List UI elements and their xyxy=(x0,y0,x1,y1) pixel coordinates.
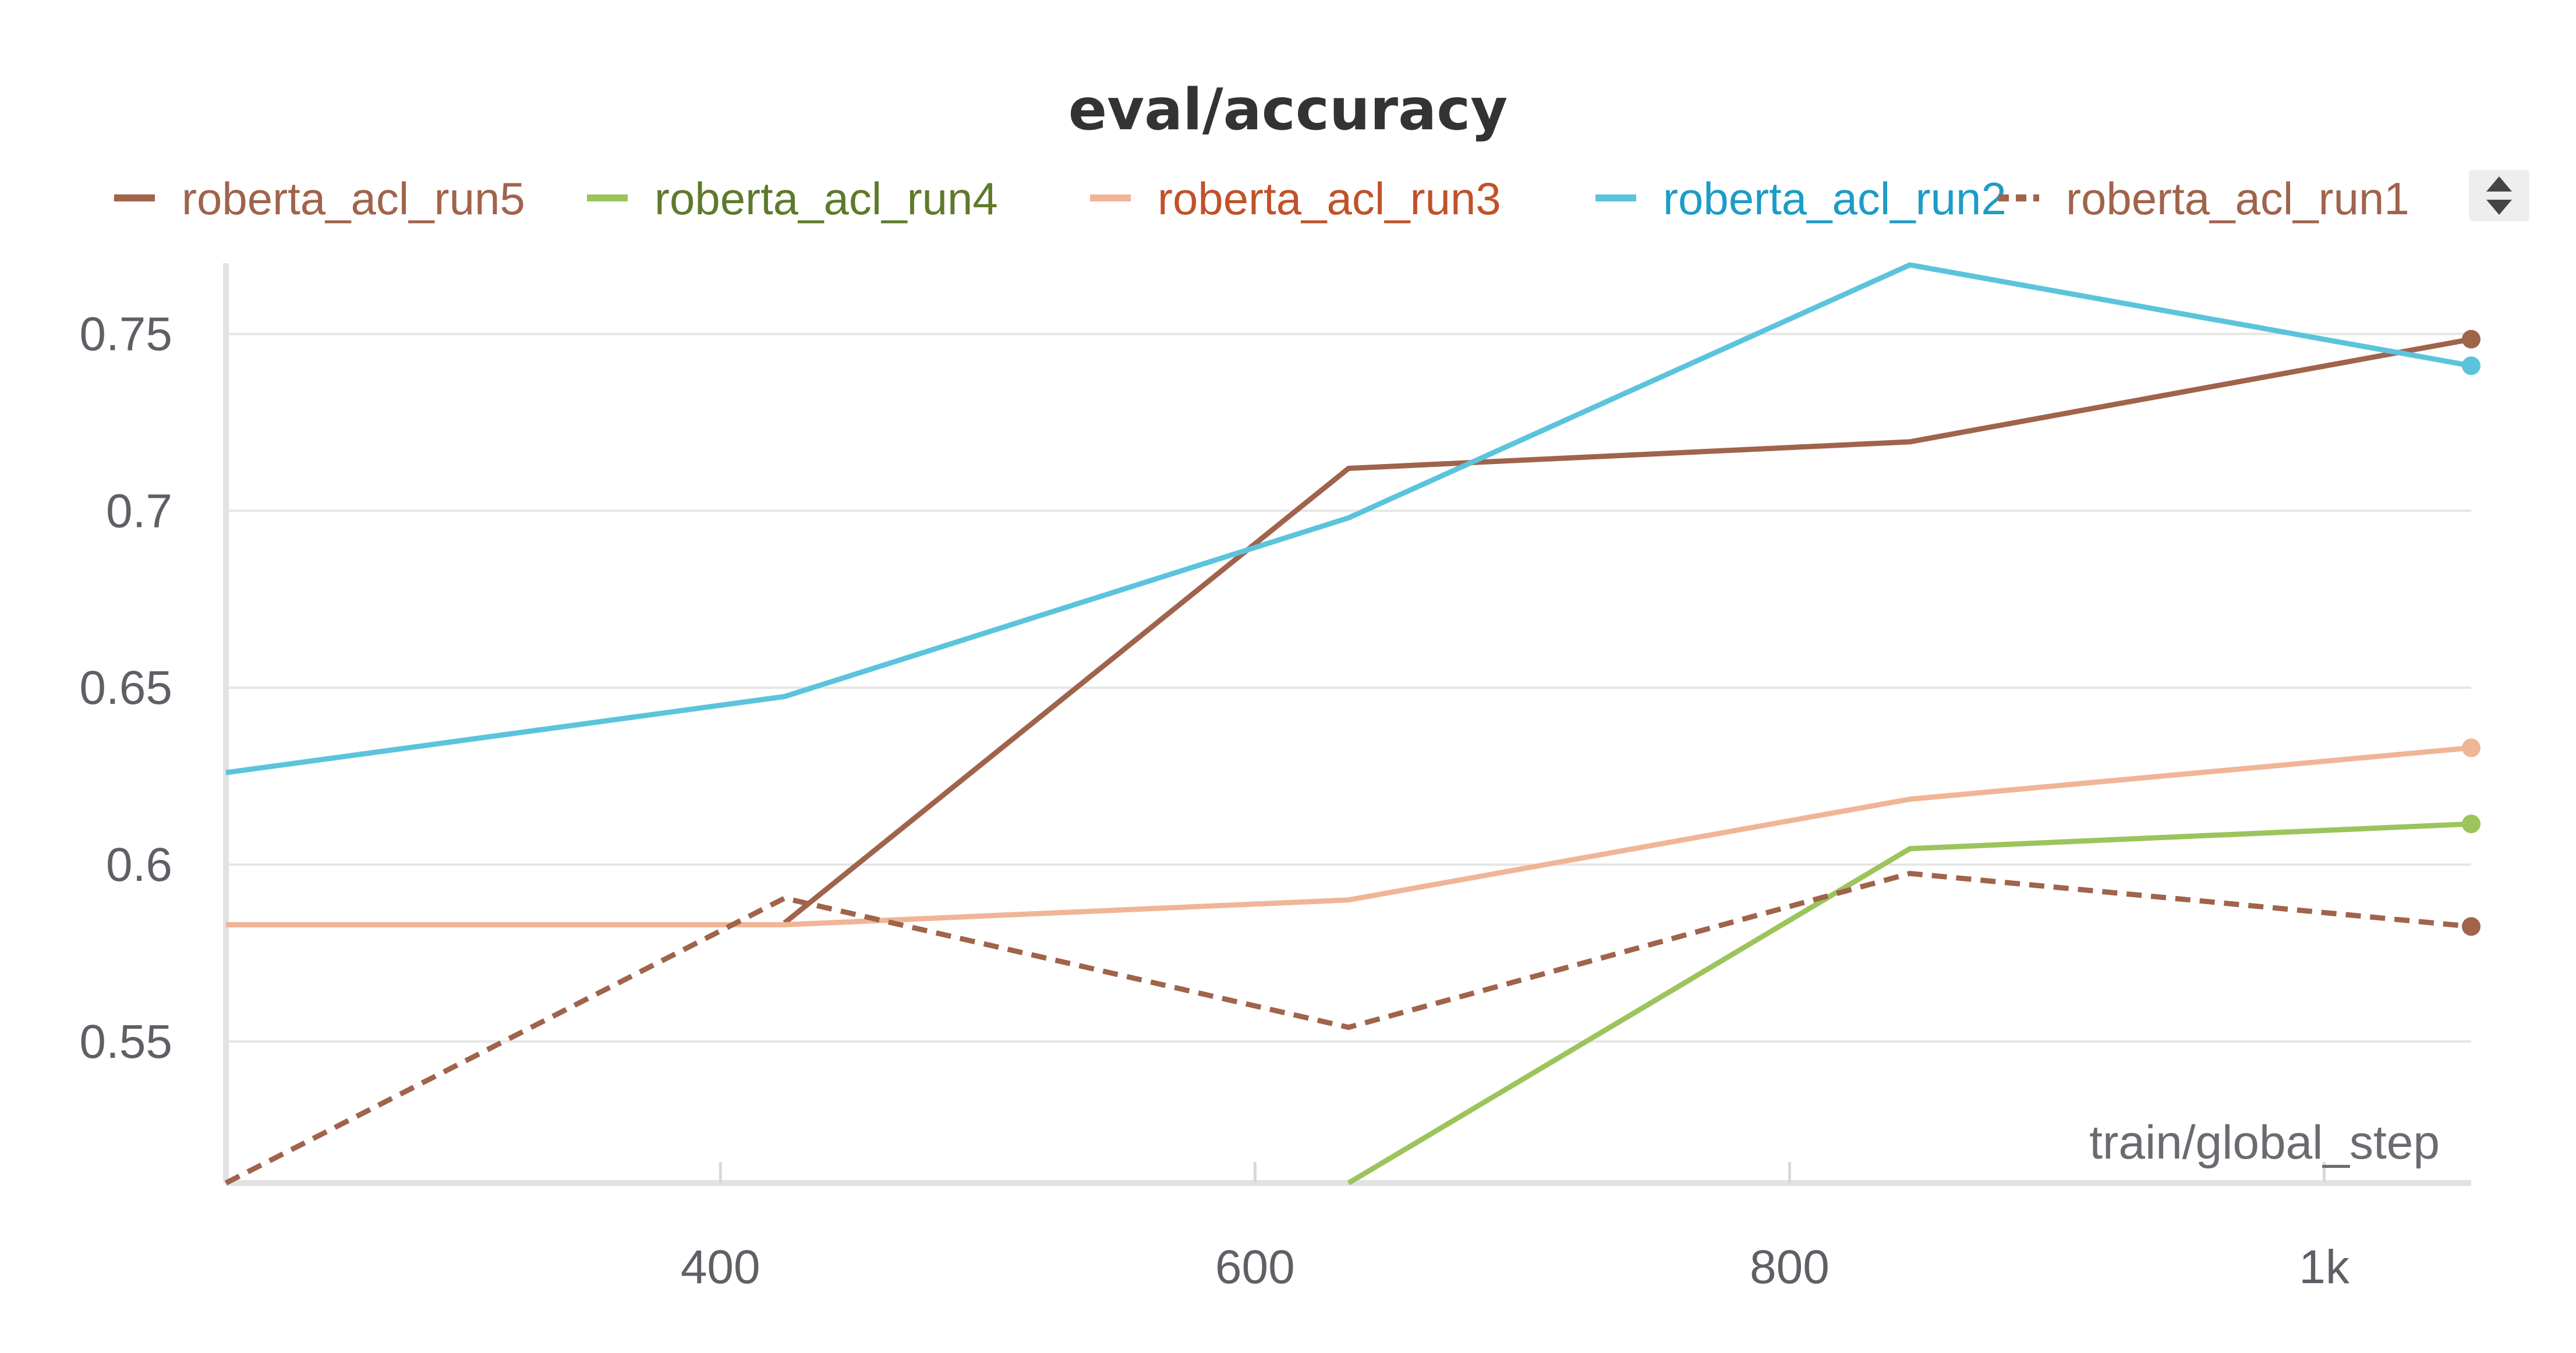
x-axis-label: train/global_step xyxy=(2089,1116,2440,1169)
legend-label: roberta_acl_run3 xyxy=(1158,173,1501,224)
series-line-roberta_acl_run2 xyxy=(225,262,2472,775)
series-line-roberta_acl_run1 xyxy=(224,870,2472,1186)
y-tick-label: 0.7 xyxy=(106,484,172,537)
series-line-roberta_acl_run5 xyxy=(783,337,2472,925)
series-line-roberta_acl_run3 xyxy=(226,745,2472,927)
legend-label: roberta_acl_run2 xyxy=(1663,173,2007,224)
legend: roberta_acl_run5 roberta_acl_run4 roberta_… xyxy=(114,173,2409,224)
y-tick-label: 0.65 xyxy=(79,661,172,714)
chart-title: eval/accuracy xyxy=(1068,77,1508,143)
x-tick-label: 800 xyxy=(1750,1241,1830,1294)
legend-scroll-background[interactable] xyxy=(2469,170,2529,221)
y-tick-label: 0.55 xyxy=(79,1015,172,1068)
y-ticks: 0.55 0.6 0.65 0.7 0.75 xyxy=(79,308,172,1068)
gridlines xyxy=(226,332,2471,1043)
series-line-roberta_acl_run4 xyxy=(1347,821,2472,1185)
plot-area xyxy=(224,262,2481,1186)
legend-label: roberta_acl_run4 xyxy=(654,173,998,224)
x-ticks: 400 600 800 1k xyxy=(681,1162,2350,1294)
series-end-marker-roberta_acl_run1 xyxy=(2462,917,2481,936)
legend-label: roberta_acl_run1 xyxy=(2066,173,2409,224)
chevron-up-icon[interactable] xyxy=(2486,176,2512,192)
series-end-marker-roberta_acl_run3 xyxy=(2462,738,2481,757)
y-tick-label: 0.6 xyxy=(106,838,172,891)
series-end-marker-roberta_acl_run4 xyxy=(2462,814,2481,834)
y-tick-label: 0.75 xyxy=(79,308,172,361)
legend-scroll-control[interactable] xyxy=(2469,170,2529,221)
legend-item-roberta_acl_run2[interactable]: roberta_acl_run2 xyxy=(1595,173,2007,224)
legend-item-roberta_acl_run4[interactable]: roberta_acl_run4 xyxy=(587,173,998,224)
legend-item-roberta_acl_run3[interactable]: roberta_acl_run3 xyxy=(1090,173,1501,224)
x-tick-label: 600 xyxy=(1215,1241,1295,1294)
legend-label: roberta_acl_run5 xyxy=(182,173,525,224)
chevron-down-icon[interactable] xyxy=(2486,200,2512,215)
legend-item-roberta_acl_run5[interactable]: roberta_acl_run5 xyxy=(114,173,525,224)
series-end-marker-roberta_acl_run5 xyxy=(2462,330,2481,349)
x-tick-label: 1k xyxy=(2299,1241,2350,1294)
series-end-marker-roberta_acl_run2 xyxy=(2462,356,2481,376)
legend-item-roberta_acl_run1[interactable]: roberta_acl_run1 xyxy=(1998,173,2409,224)
x-tick-label: 400 xyxy=(681,1241,760,1294)
